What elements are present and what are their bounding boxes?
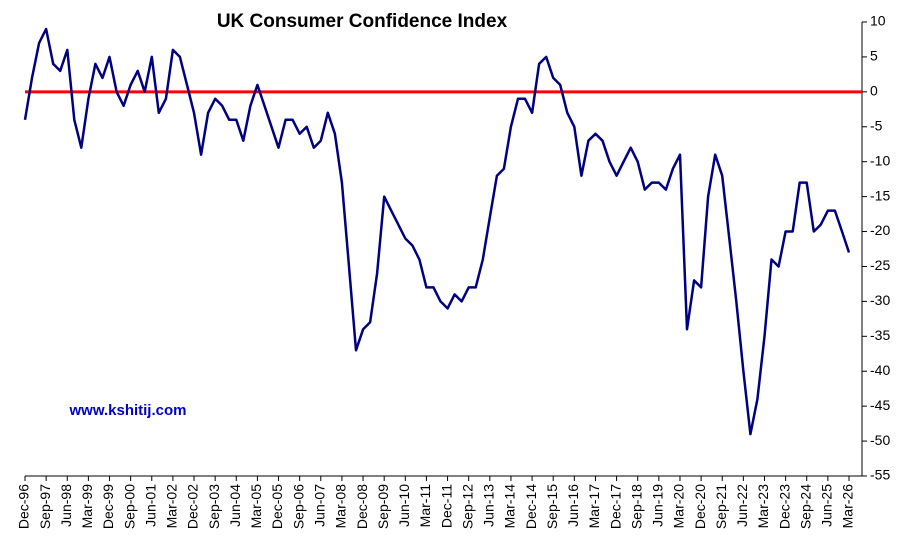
x-tick-label: Mar-08 [333,484,349,529]
y-tick-label: -5 [870,117,883,133]
x-tick-label: Dec-96 [16,484,32,529]
x-tick-label: Jun-25 [819,484,835,527]
x-tick-label: Mar-23 [755,484,771,529]
x-tick-label: Mar-02 [164,484,180,529]
chart-title: UK Consumer Confidence Index [217,11,508,32]
series-line [23,27,851,436]
x-tick-label: Mar-26 [840,484,856,529]
x-tick-label: Dec-02 [185,484,201,529]
x-tick-label: Mar-14 [502,484,518,529]
x-tick-label: Jun-22 [734,484,750,527]
y-tick-label: 0 [870,83,878,99]
x-tick-label: Jun-98 [58,484,74,527]
y-tick-label: 10 [870,13,886,29]
x-tick-label: Mar-05 [248,484,264,529]
y-tick-label: -50 [870,432,890,448]
x-tick-label: Sep-21 [713,484,729,529]
x-tick-label: Jun-13 [481,484,497,527]
x-tick-label: Sep-18 [628,484,644,529]
x-tick-label: Mar-99 [79,484,95,529]
y-tick-label: -10 [870,152,890,168]
x-tick-label: Jun-10 [396,484,412,527]
x-tick-label: Sep-03 [206,484,222,529]
y-tick-label: -35 [870,327,890,343]
x-tick-label: Sep-15 [544,484,560,529]
x-tick-label: Dec-08 [354,484,370,529]
x-tick-label: Dec-20 [692,484,708,529]
x-tick-label: Jun-16 [565,484,581,527]
x-tick-label: Sep-06 [290,484,306,529]
x-tick-label: Sep-97 [37,484,53,529]
y-tick-label: -45 [870,397,890,413]
x-tick-label: Jun-04 [227,484,243,527]
x-tick-label: Dec-14 [523,484,539,529]
x-tick-label: Sep-00 [121,484,137,529]
x-tick-label: Jun-01 [142,484,158,527]
x-tick-label: Mar-20 [671,484,687,529]
x-tick-label: Sep-12 [459,484,475,529]
y-tick-label: -40 [870,362,890,378]
x-tick-label: Dec-05 [269,484,285,529]
y-tick-label: -30 [870,292,890,308]
x-tick-label: Mar-11 [417,484,433,528]
x-tick-label: Dec-99 [100,484,116,529]
y-tick-label: -15 [870,187,890,203]
x-tick-label: Jun-19 [650,484,666,527]
x-tick-label: Sep-09 [375,484,391,529]
x-tick-label: Jun-07 [311,484,327,527]
x-tick-label: Sep-24 [797,484,813,529]
x-tick-label: Mar-17 [586,484,602,529]
y-tick-label: 5 [870,48,878,64]
watermark: www.kshitij.com [69,402,187,419]
y-tick-label: -20 [870,222,890,238]
x-tick-label: Dec-17 [607,484,623,529]
x-tick-label: Dec-11 [438,484,454,528]
x-tick-label: Dec-23 [776,484,792,529]
y-tick-label: -25 [870,257,890,273]
y-tick-label: -55 [870,467,890,483]
